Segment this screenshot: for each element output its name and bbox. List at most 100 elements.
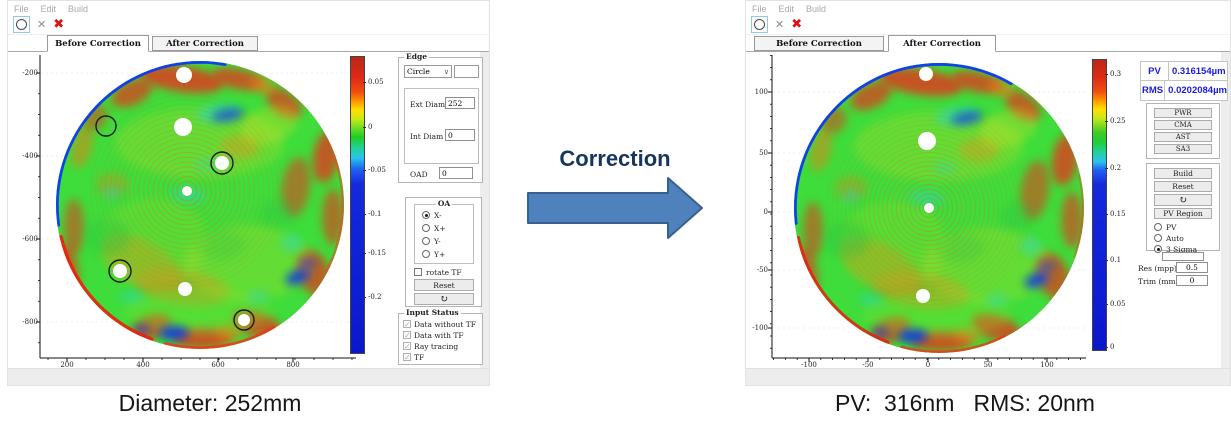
window-footer [746,368,1230,385]
clear-icon[interactable]: ✕ [775,18,785,31]
window-footer [8,368,489,385]
checkbox-data-with-tf[interactable] [403,331,411,339]
checkbox-data-without-tf[interactable] [403,320,411,328]
delete-icon[interactable]: ✖ [791,17,803,32]
build-group: Build Reset ↻ PV Region PV Auto 3 Sigma [1146,163,1220,254]
reset-button[interactable]: Reset [414,279,474,291]
x-tick: -100 [801,361,817,369]
radio-oa-y-minus[interactable] [422,237,430,245]
pv-label: PV [1140,61,1168,81]
pv-region-button[interactable]: PV Region [1154,208,1212,219]
radio-oa-x-plus[interactable] [422,224,430,232]
y-tick: 0 [763,208,768,216]
rotate-icon: ↻ [1178,194,1188,206]
trim-label: Trim (mm) [1138,277,1179,286]
y-tick: -400 [22,152,38,160]
build-button[interactable]: Build [1154,168,1212,179]
edge-group: Edge Circle ∨ Ext Diam Int Diam OAD [398,52,483,183]
x-tick: 400 [136,361,150,369]
radio-oa-y-plus[interactable] [422,250,430,258]
x-tick: 100 [1040,361,1054,369]
colorbar-tick: -0.15 [363,249,386,257]
pwr-button[interactable]: PWR [1154,108,1212,118]
ext-diam-input[interactable] [445,97,475,109]
pv-value: 0.316154µm [1168,61,1228,81]
radio-range-auto[interactable] [1154,234,1162,242]
tab-after-correction[interactable]: After Correction [152,36,258,51]
x-tick: -50 [862,361,874,369]
colorbar-tick: 0.2 [1104,164,1122,172]
rms-value: 0.0202084µm [1164,81,1228,101]
caption-diameter: Diameter: 252mm [118,390,302,416]
menu-item-file[interactable]: File [752,3,767,14]
colorbar-tick: -0.1 [363,210,382,218]
reset-button[interactable]: Reset [1154,181,1212,192]
right-margin [480,52,489,369]
int-diam-input[interactable] [445,129,475,141]
colorbar-tick: 0.25 [1105,117,1126,125]
y-tick: 50 [759,149,768,157]
oa-group-legend: OA [435,199,453,208]
aux-field[interactable] [1162,252,1204,261]
before-window: File Edit Build ✕ ✖ Before Correction Af… [7,0,490,386]
input-status-group: Input Status Data without TF Data with T… [398,308,483,365]
y-tick: 100 [754,88,768,96]
correction-arrow-icon [527,177,703,239]
input-status-legend: Input Status [404,308,461,317]
circle-tool-icon[interactable] [751,16,768,33]
rms-label: RMS [1140,81,1165,101]
radio-oa-x-minus[interactable] [422,211,430,219]
ext-diam-label: Ext Diam [410,100,446,109]
colorbar-tick: 0.15 [1105,210,1126,218]
y-tick: -50 [756,266,768,274]
rotate-tf-label: rotate TF [426,268,462,277]
toolbar: ✕ ✖ [746,15,1230,35]
checkbox-tf[interactable] [403,353,411,361]
tab-before-correction[interactable]: Before Correction [754,36,884,51]
wavefront-map-before[interactable] [8,1,489,385]
checkbox-ray-tracing[interactable] [403,342,411,350]
edge-shape-select[interactable]: Circle ∨ [404,65,452,78]
diameter-subgroup [404,88,479,164]
y-tick: -800 [22,318,38,326]
cma-button[interactable]: CMA [1154,120,1212,130]
colorbar [1092,59,1107,351]
clear-icon[interactable]: ✕ [37,18,47,31]
correction-label: Correction [559,146,671,171]
menubar: File Edit Build [14,2,88,15]
rotate-icon: ↻ [439,293,449,305]
sa3-button[interactable]: SA3 [1154,144,1212,154]
rotate-button[interactable]: ↻ [414,293,474,305]
trim-input[interactable] [1176,275,1208,286]
colorbar-tick: 0 [362,123,373,131]
ast-button[interactable]: AST [1154,132,1212,142]
circle-tool-icon[interactable] [13,16,30,33]
edge-aux-field[interactable] [454,65,479,78]
after-window: File Edit Build ✕ ✖ Before Correction Af… [745,0,1231,386]
delete-icon[interactable]: ✖ [53,17,65,32]
tab-before-correction[interactable]: Before Correction [47,35,149,52]
rotate-button[interactable]: ↻ [1154,194,1212,206]
rotate-tf-checkbox[interactable] [414,268,422,276]
tab-after-correction[interactable]: After Correction [888,35,996,52]
menu-item-build[interactable]: Build [806,3,827,14]
colorbar-tick: 0.05 [1105,300,1126,308]
colorbar [350,56,365,354]
radio-range-pv[interactable] [1154,223,1162,231]
res-input[interactable] [1176,262,1208,273]
radio-range-3sigma[interactable] [1154,245,1162,253]
menu-item-build[interactable]: Build [68,3,89,14]
x-tick: 600 [211,361,225,369]
oa-outer-group: OA X- X+ Y- Y+ rotate TF Reset ↻ [405,197,482,307]
colorbar-tick: -0.05 [363,166,386,174]
menu-item-file[interactable]: File [14,3,29,14]
y-tick: -200 [22,69,38,77]
edge-group-legend: Edge [404,52,429,61]
menu-item-edit[interactable]: Edit [778,3,795,14]
menu-item-edit[interactable]: Edit [40,3,57,14]
right-margin [1221,52,1230,369]
oad-input[interactable] [439,167,473,179]
wavefront-map-after[interactable] [746,1,1230,385]
tab-divider [8,51,489,52]
y-tick: -600 [22,235,38,243]
